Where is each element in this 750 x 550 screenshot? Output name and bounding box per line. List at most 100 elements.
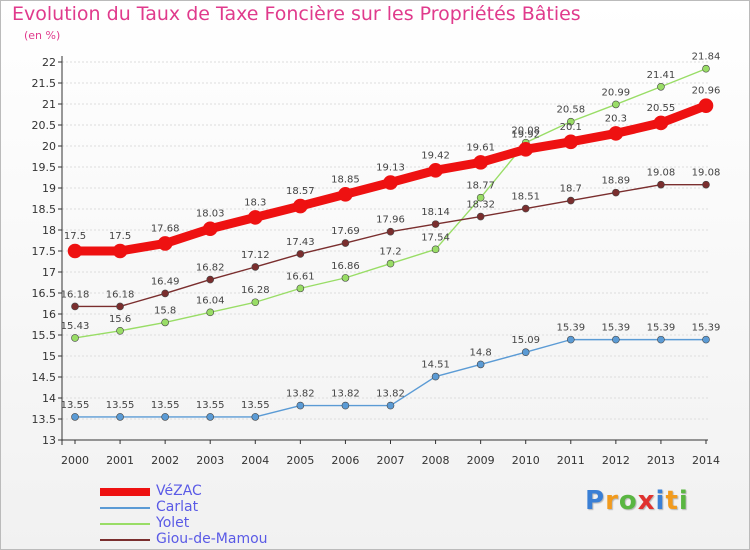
- data-label-v-zac: 19.13: [376, 163, 405, 174]
- x-tick-label: 2003: [196, 454, 224, 467]
- logo-letter: r: [605, 486, 619, 516]
- data-label-carlat: 13.82: [376, 389, 405, 400]
- data-point-v-zac: [112, 243, 128, 259]
- proxiti-logo: Proxiti: [585, 486, 689, 516]
- data-point-giou-de-mamou: [521, 204, 530, 213]
- logo-letter: i: [655, 486, 666, 516]
- data-point-carlat: [341, 401, 350, 410]
- data-point-yolet: [206, 308, 215, 317]
- data-label-giou-de-mamou: 18.51: [511, 192, 540, 203]
- y-tick-label: 16: [42, 308, 56, 321]
- data-label-v-zac: 19.61: [466, 142, 495, 153]
- data-point-v-zac: [473, 155, 488, 170]
- y-tick-label: 20: [42, 140, 56, 153]
- logo-letter: x: [637, 486, 656, 516]
- data-point-yolet: [657, 82, 665, 91]
- data-label-giou-de-mamou: 17.43: [286, 237, 315, 248]
- data-label-yolet: 15.43: [61, 321, 90, 332]
- chart-subtitle: (en %): [24, 29, 61, 42]
- data-label-giou-de-mamou: 16.49: [151, 276, 180, 287]
- data-point-giou-de-mamou: [702, 180, 710, 189]
- logo-letter: t: [665, 486, 679, 516]
- data-label-yolet: 20.08: [511, 126, 540, 137]
- data-point-yolet: [612, 100, 620, 109]
- data-label-carlat: 13.55: [61, 400, 90, 411]
- legend-label: Carlat: [156, 499, 199, 515]
- legend-swatch: [100, 507, 150, 509]
- data-point-v-zac: [67, 243, 83, 259]
- data-label-v-zac: 20.1: [560, 122, 582, 133]
- data-label-carlat: 13.55: [106, 400, 135, 411]
- data-label-v-zac: 18.3: [244, 197, 266, 208]
- data-point-yolet: [161, 318, 169, 327]
- data-point-giou-de-mamou: [116, 302, 124, 311]
- y-tick-label: 13.5: [32, 413, 57, 426]
- data-point-carlat: [431, 372, 440, 381]
- data-label-v-zac: 18.03: [196, 209, 225, 220]
- x-tick-label: 2005: [286, 454, 314, 467]
- data-point-v-zac: [608, 126, 624, 141]
- data-label-v-zac: 20.3: [605, 113, 627, 124]
- data-label-carlat: 14.51: [421, 360, 450, 371]
- data-label-v-zac: 19.42: [421, 150, 450, 161]
- data-point-giou-de-mamou: [296, 250, 305, 258]
- data-point-carlat: [386, 401, 395, 410]
- y-tick-label: 13: [42, 434, 56, 447]
- data-label-yolet: 16.61: [286, 271, 315, 282]
- data-point-giou-de-mamou: [431, 220, 440, 228]
- y-tick-label: 17.5: [32, 245, 57, 258]
- logo-letter: o: [618, 486, 638, 516]
- y-tick-label: 15.5: [32, 329, 57, 342]
- x-tick-label: 2006: [331, 454, 359, 467]
- x-tick-label: 2002: [151, 454, 179, 467]
- data-label-yolet: 16.86: [331, 261, 360, 272]
- data-point-carlat: [71, 413, 79, 421]
- data-point-carlat: [296, 401, 305, 410]
- data-point-giou-de-mamou: [161, 289, 169, 298]
- data-label-yolet: 21.84: [692, 52, 721, 63]
- data-point-v-zac: [428, 163, 443, 178]
- y-tick-label: 18.5: [32, 203, 57, 216]
- data-label-giou-de-mamou: 16.18: [106, 289, 135, 300]
- data-label-carlat: 15.39: [647, 323, 676, 334]
- data-label-yolet: 16.04: [196, 295, 225, 306]
- data-point-carlat: [476, 360, 485, 369]
- data-point-carlat: [612, 335, 620, 344]
- data-point-carlat: [251, 413, 260, 421]
- data-label-v-zac: 18.57: [286, 186, 315, 197]
- x-tick-label: 2009: [467, 454, 495, 467]
- legend-item-carlat: Carlat: [100, 499, 340, 516]
- data-label-giou-de-mamou: 18.89: [602, 176, 631, 187]
- data-label-carlat: 13.55: [151, 400, 180, 411]
- legend-item-vezac: VéZAC: [100, 483, 340, 500]
- legend-label: Yolet: [156, 515, 190, 531]
- legend-swatch: [100, 539, 150, 541]
- data-label-yolet: 17.54: [421, 232, 450, 243]
- y-tick-label: 20.5: [32, 119, 57, 132]
- y-tick-label: 18: [42, 224, 56, 237]
- data-label-v-zac: 20.96: [692, 86, 721, 97]
- data-label-yolet: 21.41: [647, 70, 676, 81]
- data-point-yolet: [431, 245, 440, 254]
- y-tick-label: 19.5: [32, 161, 57, 174]
- data-point-carlat: [702, 335, 710, 344]
- y-tick-label: 19: [42, 182, 56, 195]
- data-point-giou-de-mamou: [206, 275, 215, 284]
- x-tick-label: 2001: [106, 454, 134, 467]
- data-point-v-zac: [653, 115, 669, 131]
- data-point-yolet: [251, 298, 260, 307]
- data-label-giou-de-mamou: 17.69: [331, 226, 360, 237]
- y-tick-label: 22: [42, 56, 56, 69]
- data-label-yolet: 20.58: [556, 105, 585, 116]
- series-line-yolet: [74, 68, 707, 339]
- legend-label: Giou-de-Mamou: [156, 531, 268, 547]
- data-point-giou-de-mamou: [476, 212, 485, 221]
- series-lines: [67, 64, 714, 421]
- data-label-yolet: 16.28: [241, 285, 270, 296]
- data-point-carlat: [116, 413, 124, 421]
- data-point-v-zac: [338, 187, 353, 202]
- data-label-v-zac: 20.55: [647, 103, 676, 114]
- x-tick-label: 2004: [241, 454, 269, 467]
